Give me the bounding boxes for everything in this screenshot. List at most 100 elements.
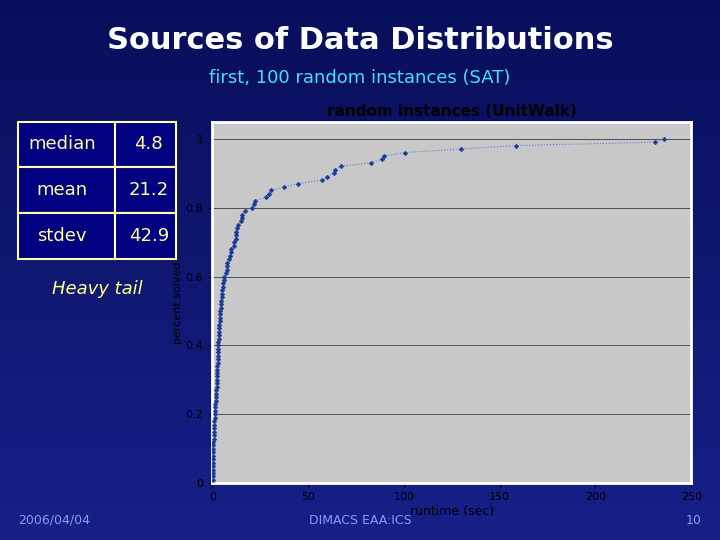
Bar <box>0 261 720 270</box>
Text: 21.2: 21.2 <box>129 181 169 199</box>
Point <box>321 172 333 181</box>
Point <box>207 465 219 474</box>
Text: first, 100 random instances (SAT): first, 100 random instances (SAT) <box>210 69 510 87</box>
Bar <box>0 315 720 324</box>
Point <box>207 441 219 450</box>
Bar <box>0 198 720 207</box>
Point <box>510 141 522 150</box>
Bar <box>0 27 720 36</box>
Point <box>221 265 233 274</box>
Bar <box>0 171 720 180</box>
Bar <box>0 513 720 522</box>
Bar <box>0 0 720 9</box>
Bar <box>0 72 720 81</box>
Bar <box>0 414 720 423</box>
Bar <box>0 351 720 360</box>
Bar <box>0 504 720 513</box>
Bar <box>0 486 720 495</box>
Point <box>211 376 222 384</box>
Bar <box>0 252 720 261</box>
Bar <box>0 243 720 252</box>
Point <box>213 324 225 333</box>
Point <box>212 341 224 350</box>
Bar <box>0 477 720 486</box>
Point <box>279 183 290 191</box>
Point <box>215 307 226 315</box>
Point <box>235 217 246 226</box>
Bar <box>0 162 720 171</box>
Bar <box>0 270 720 279</box>
Point <box>215 300 227 308</box>
Point <box>215 310 226 319</box>
Point <box>335 162 346 171</box>
Point <box>235 214 247 222</box>
Point <box>376 155 387 164</box>
Bar <box>0 396 720 405</box>
Point <box>231 224 243 233</box>
Point <box>246 204 257 212</box>
Point <box>233 220 244 229</box>
Bar <box>0 378 720 387</box>
Point <box>218 276 230 285</box>
Point <box>649 138 661 146</box>
Point <box>214 317 225 326</box>
Point <box>208 431 220 440</box>
Point <box>212 352 224 360</box>
Point <box>207 444 219 453</box>
Bar <box>0 180 720 189</box>
Point <box>212 348 224 357</box>
Bar <box>0 225 720 234</box>
Point <box>209 414 220 422</box>
Point <box>250 197 261 205</box>
Bar <box>0 126 720 135</box>
Point <box>225 252 236 260</box>
Point <box>216 296 228 305</box>
Bar <box>0 360 720 369</box>
Bar <box>0 117 720 126</box>
Point <box>659 134 670 143</box>
Point <box>213 327 225 336</box>
Point <box>248 200 259 208</box>
Bar <box>0 99 720 108</box>
Point <box>221 262 233 271</box>
Point <box>328 169 340 178</box>
Point <box>207 469 218 477</box>
Point <box>292 179 304 188</box>
Point <box>221 259 233 267</box>
Bar <box>0 9 720 18</box>
Point <box>455 145 467 153</box>
Bar <box>0 324 720 333</box>
Text: stdev: stdev <box>37 227 86 245</box>
Point <box>210 403 221 412</box>
Point <box>213 334 225 343</box>
Text: 42.9: 42.9 <box>129 227 169 245</box>
Point <box>230 227 242 236</box>
Point <box>212 372 223 381</box>
Bar <box>0 36 720 45</box>
Bar <box>0 522 720 531</box>
Bar <box>0 342 720 351</box>
Text: median: median <box>28 136 96 153</box>
Point <box>228 241 240 250</box>
Point <box>236 210 248 219</box>
Point <box>216 293 228 301</box>
Bar <box>0 18 720 27</box>
Point <box>207 448 219 457</box>
X-axis label: runtime (sec): runtime (sec) <box>410 505 494 518</box>
Point <box>207 455 219 463</box>
Point <box>208 427 220 436</box>
Point <box>213 320 225 329</box>
Point <box>207 476 218 484</box>
Bar <box>0 135 720 144</box>
Bar <box>0 333 720 342</box>
Bar <box>0 45 720 54</box>
Y-axis label: percent solved: percent solved <box>173 261 183 343</box>
Bar <box>0 279 720 288</box>
Point <box>213 331 225 340</box>
Point <box>329 165 341 174</box>
Point <box>217 282 229 291</box>
Point <box>225 245 237 253</box>
Title: random instances (UnitWalk): random instances (UnitWalk) <box>327 104 577 119</box>
Point <box>210 389 222 398</box>
Bar <box>0 468 720 477</box>
